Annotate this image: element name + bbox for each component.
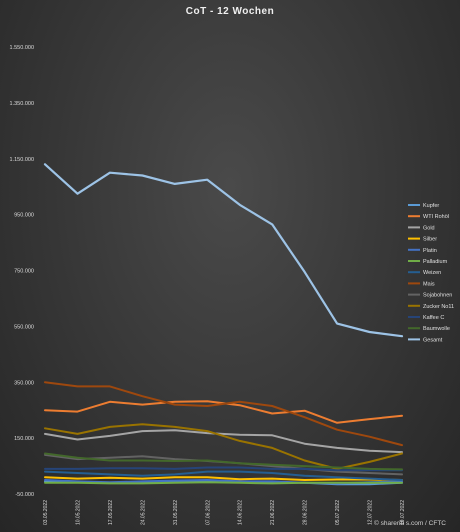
y-tick-label: 1.350.000 — [10, 101, 34, 107]
series-line-kaffee-c — [44, 466, 403, 472]
legend-label: Palladium — [423, 259, 448, 265]
legend-label: Mais — [423, 281, 435, 287]
y-tick-label: -50.000 — [15, 492, 34, 498]
legend: Kupfer WTI Rohöl Gold Silber Platin Palladium… — [408, 203, 454, 343]
y-tick-label: 150.000 — [14, 436, 34, 442]
y-tick-label: 1.150.000 — [10, 157, 34, 163]
x-tick-label: 17.05.2022 — [108, 500, 114, 525]
x-tick-label: 03.05.2022 — [43, 500, 49, 525]
chart-credit: © sharerib s.com / CFTC — [374, 520, 446, 527]
y-tick-label: 950.000 — [14, 213, 34, 219]
legend-label: Kaffee C — [423, 315, 444, 321]
legend-label: Silber — [423, 237, 437, 243]
y-tick-label: 750.000 — [14, 269, 34, 275]
series-line-mais — [44, 381, 403, 447]
legend-label: Platin — [423, 248, 437, 254]
x-tick-label: 12.07.2022 — [368, 500, 374, 525]
x-tick-label: 31.05.2022 — [173, 500, 179, 525]
legend-label: Baumwolle — [423, 326, 450, 332]
x-tick-label: 10.05.2022 — [75, 500, 81, 525]
x-tick-label: 19.07.2022 — [400, 500, 406, 525]
series-line-baumwolle — [44, 452, 403, 471]
x-tick-label: 14.06.2022 — [238, 500, 244, 525]
series-line-weizen — [44, 470, 403, 481]
series-line-silber — [44, 476, 403, 481]
series-line-gesamt — [43, 163, 404, 338]
legend-label: Weizen — [423, 270, 441, 276]
legend-label: Zucker No11 — [423, 304, 454, 310]
series-lines — [43, 163, 404, 486]
y-tick-label: 1.550.000 — [10, 45, 34, 51]
legend-label: Kupfer — [423, 203, 439, 209]
y-axis-ticks: 1.550.000 1.350.000 1.150.000 950.000 750.00… — [10, 45, 34, 498]
series-line-gold — [44, 429, 403, 454]
legend-label: Gold — [423, 225, 435, 231]
x-tick-label: 21.06.2022 — [270, 500, 276, 525]
legend-label: Sojabohnen — [423, 293, 452, 299]
legend-label: WTI Rohöl — [423, 214, 449, 220]
legend-label: Gesamt — [423, 337, 443, 343]
x-tick-label: 07.06.2022 — [205, 500, 211, 525]
chart-title: CoT - 12 Wochen — [185, 6, 275, 17]
x-tick-label: 28.06.2022 — [303, 500, 309, 525]
series-line-palladium — [44, 481, 403, 485]
y-tick-label: 550.000 — [14, 324, 34, 330]
x-tick-label: 24.05.2022 — [140, 500, 146, 525]
y-tick-label: 350.000 — [14, 380, 34, 386]
x-tick-label: 05.07.2022 — [335, 500, 341, 525]
x-axis-ticks: 03.05.2022 10.05.2022 17.05.2022 24.05.2022… — [43, 500, 406, 525]
